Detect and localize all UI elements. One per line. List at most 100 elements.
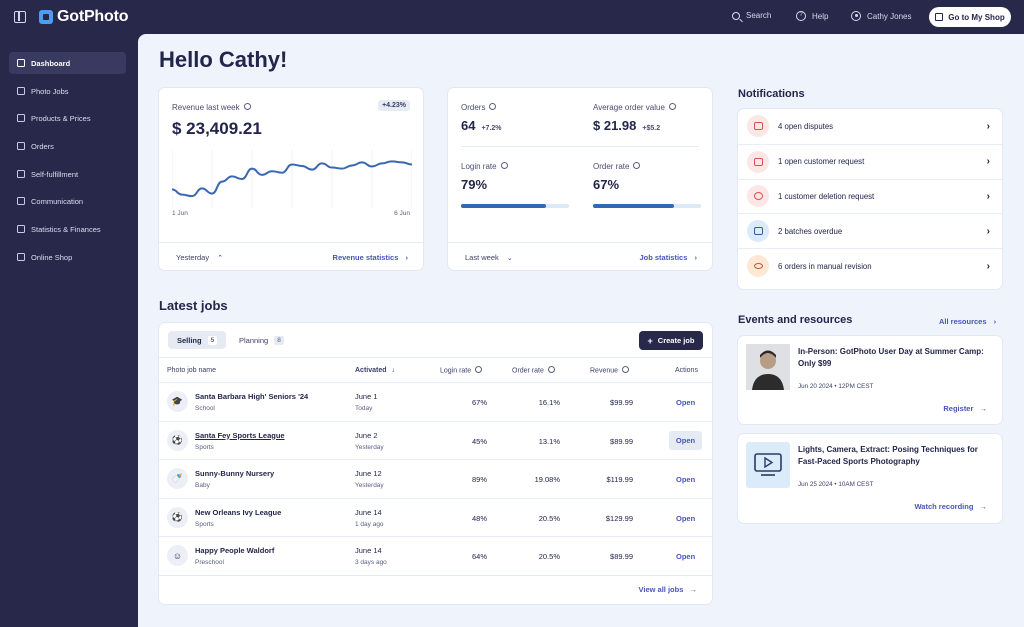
col-header-order-rate: Order rate bbox=[512, 366, 555, 375]
open-job-link[interactable]: Open bbox=[676, 513, 696, 523]
truck-icon bbox=[747, 220, 769, 243]
dispute-icon bbox=[747, 115, 769, 138]
job-relative-date: Yesterday bbox=[355, 443, 384, 451]
table-row[interactable]: 🎓 Santa Barbara High' Seniors '24 School… bbox=[159, 382, 712, 421]
go-to-shop-button[interactable]: Go to My Shop bbox=[929, 7, 1011, 27]
info-icon[interactable] bbox=[475, 366, 483, 373]
notification-item[interactable]: 1 open customer request › bbox=[738, 143, 1002, 179]
order-rate-value: 67% bbox=[593, 177, 620, 192]
dot-separator: • bbox=[834, 383, 839, 390]
avg-order-number: $ 21.98 bbox=[593, 118, 637, 133]
chevron-right-icon: › bbox=[986, 190, 990, 202]
view-all-jobs-link[interactable]: View all jobs → bbox=[639, 585, 697, 594]
col-header-revenue-label: Revenue bbox=[590, 367, 619, 375]
job-login-rate: 45% bbox=[471, 436, 487, 446]
col-header-actions: Actions bbox=[675, 367, 698, 374]
store-icon bbox=[17, 253, 25, 261]
orders-label: Orders bbox=[461, 103, 497, 112]
help-button[interactable]: ? Help bbox=[796, 11, 828, 21]
arrow-right-icon: → bbox=[979, 502, 988, 511]
all-resources-link[interactable]: All resources › bbox=[939, 317, 996, 326]
open-job-link[interactable]: Open bbox=[676, 398, 696, 407]
table-row[interactable]: ⚽ New Orleans Ivy League Sports June 14 … bbox=[159, 497, 712, 537]
search-button[interactable]: Search bbox=[732, 11, 771, 20]
event-card: In-Person: GotPhoto User Day at Summer C… bbox=[738, 336, 1002, 424]
tab-selling-label: Selling bbox=[177, 335, 202, 345]
divider bbox=[159, 575, 712, 576]
open-job-link[interactable]: Open bbox=[676, 475, 696, 484]
open-job-button[interactable]: Open bbox=[669, 430, 702, 450]
notification-item[interactable]: 4 open disputes › bbox=[738, 109, 1002, 144]
info-icon[interactable] bbox=[500, 162, 508, 170]
avg-order-label-text: Average order value bbox=[593, 103, 665, 112]
revenue-statistics-link[interactable]: Revenue statistics › bbox=[333, 253, 408, 262]
latest-jobs-title: Latest jobs bbox=[159, 298, 228, 313]
job-name[interactable]: Sunny-Bunny Nursery bbox=[195, 469, 275, 478]
sidebar-item-online-shop[interactable]: Online Shop bbox=[9, 246, 126, 268]
sidebar-item-dashboard[interactable]: Dashboard bbox=[9, 52, 126, 74]
job-revenue: $89.99 bbox=[610, 436, 633, 446]
period-dropdown[interactable]: Last week ⌄ bbox=[465, 253, 513, 262]
job-revenue: $129.99 bbox=[605, 513, 633, 523]
info-icon[interactable] bbox=[547, 366, 555, 373]
go-to-shop-label: Go to My Shop bbox=[948, 12, 1005, 22]
job-statistics-link[interactable]: Job statistics › bbox=[639, 253, 697, 262]
user-name: Cathy Jones bbox=[867, 11, 912, 21]
register-link[interactable]: Register → bbox=[943, 404, 987, 413]
job-date: June 12 bbox=[355, 469, 382, 478]
sidebar-item-statistics[interactable]: Statistics & Finances bbox=[9, 218, 126, 240]
main-content: Hello Cathy! Revenue last week +4.23% $ … bbox=[138, 34, 1024, 627]
job-name[interactable]: Santa Barbara High' Seniors '24 bbox=[195, 392, 309, 401]
logo[interactable]: GotPhoto bbox=[39, 8, 128, 25]
col-header-activated[interactable]: Activated ↓ bbox=[355, 367, 395, 374]
sidebar-toggle-icon[interactable] bbox=[14, 11, 26, 23]
info-icon[interactable] bbox=[489, 103, 497, 111]
job-date: June 14 bbox=[355, 546, 382, 555]
event-title[interactable]: Lights, Camera, Extract: Posing Techniqu… bbox=[798, 445, 978, 466]
job-category: School bbox=[195, 405, 215, 412]
col-header-order-rate-label: Order rate bbox=[512, 367, 544, 375]
info-icon[interactable] bbox=[622, 366, 630, 373]
watch-recording-link[interactable]: Watch recording → bbox=[915, 502, 988, 511]
avg-order-value: $ 21.98 +$5.2 bbox=[593, 118, 660, 133]
notification-item[interactable]: 2 batches overdue › bbox=[738, 213, 1002, 248]
info-icon[interactable] bbox=[243, 103, 251, 111]
sidebar-item-orders[interactable]: Orders bbox=[9, 135, 126, 157]
job-order-rate: 16.1% bbox=[538, 398, 560, 407]
revenue-series-line bbox=[172, 160, 412, 198]
open-job-link[interactable]: Open bbox=[676, 552, 696, 561]
job-name[interactable]: New Orleans Ivy League bbox=[195, 507, 282, 517]
event-time: 12PM CEST bbox=[838, 383, 874, 390]
event-title[interactable]: In-Person: GotPhoto User Day at Summer C… bbox=[798, 347, 984, 368]
tab-selling[interactable]: Selling 5 bbox=[168, 331, 226, 349]
job-order-rate: 20.5% bbox=[538, 513, 560, 523]
user-menu[interactable]: Cathy Jones bbox=[851, 11, 911, 21]
info-icon[interactable] bbox=[668, 103, 676, 111]
job-statistics-label: Job statistics bbox=[639, 253, 688, 262]
job-stats-footer: Last week ⌄ Job statistics › bbox=[448, 242, 712, 270]
job-name[interactable]: Happy People Waldorf bbox=[195, 546, 275, 555]
period-dropdown[interactable]: Yesterday ⌃ bbox=[176, 253, 223, 262]
sidebar-item-self-fulfillment[interactable]: Self-fulfillment bbox=[9, 163, 126, 185]
job-category: Baby bbox=[195, 482, 210, 489]
login-rate-label-text: Login rate bbox=[461, 162, 497, 171]
table-row[interactable]: ⚽ Santa Fey Sports League Sports June 2 … bbox=[159, 420, 712, 460]
tab-planning[interactable]: Planning 8 bbox=[239, 331, 284, 349]
job-name[interactable]: Santa Fey Sports League bbox=[195, 430, 285, 440]
notifications-title: Notifications bbox=[738, 88, 805, 100]
sidebar-item-label: Products & Prices bbox=[31, 113, 91, 123]
chevron-up-icon: ⌃ bbox=[217, 255, 224, 262]
table-row[interactable]: ☺ Happy People Waldorf Preschool June 14… bbox=[159, 536, 712, 575]
orders-number: 64 bbox=[461, 118, 476, 133]
search-icon bbox=[732, 11, 740, 20]
notification-item[interactable]: 6 orders in manual revision › bbox=[738, 248, 1002, 283]
table-row[interactable]: 🍼 Sunny-Bunny Nursery Baby June 12 Yeste… bbox=[159, 459, 712, 498]
info-icon[interactable] bbox=[633, 162, 641, 170]
job-login-rate: 48% bbox=[471, 513, 487, 523]
order-rate-label: Order rate bbox=[593, 162, 641, 171]
sidebar-item-products-prices[interactable]: Products & Prices bbox=[9, 107, 126, 129]
create-job-button[interactable]: + Create job bbox=[639, 331, 703, 350]
sidebar-item-photo-jobs[interactable]: Photo Jobs bbox=[9, 80, 126, 102]
sidebar-item-communication[interactable]: Communication bbox=[9, 190, 126, 212]
notification-item[interactable]: 1 customer deletion request › bbox=[738, 178, 1002, 214]
